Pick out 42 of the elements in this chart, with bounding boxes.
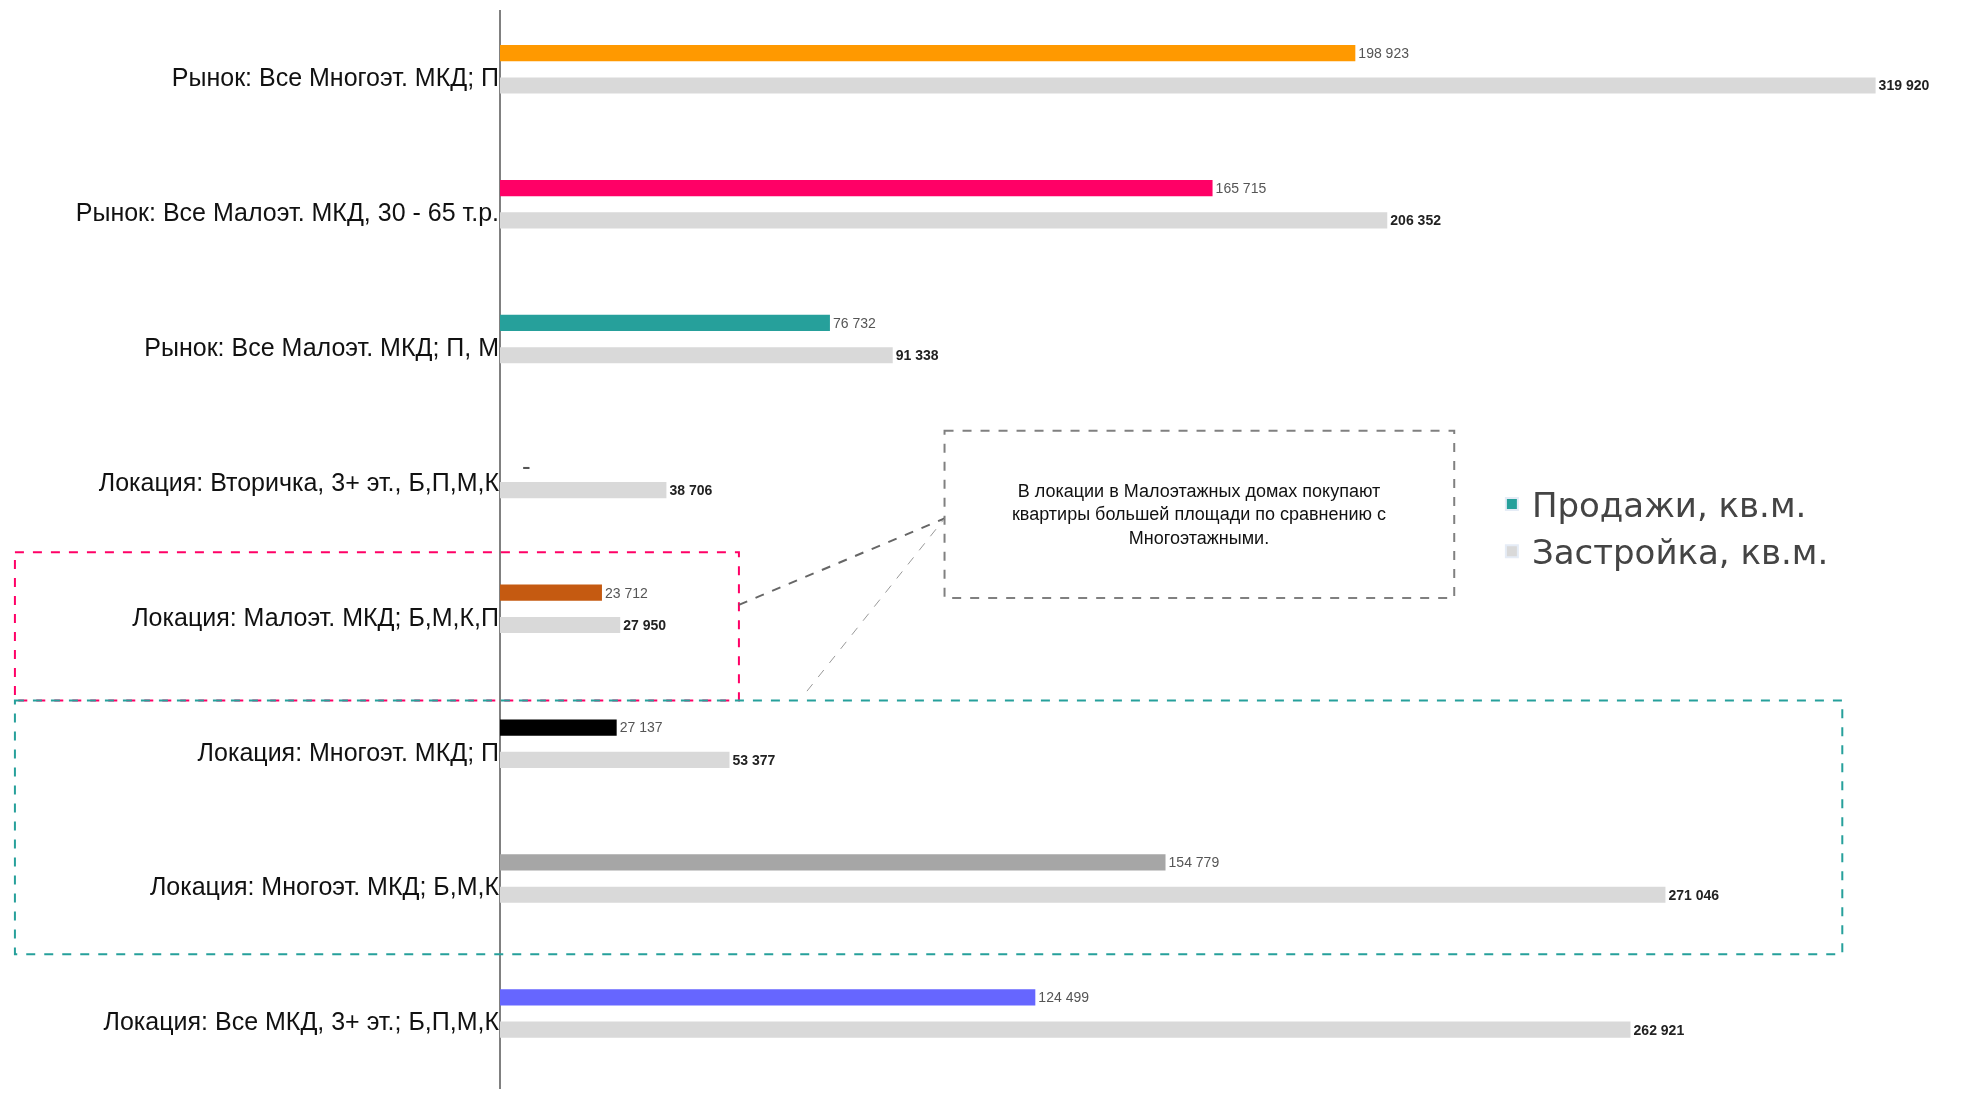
y-tick-label: Локация: Многоэт. МКД; П xyxy=(197,737,499,766)
data-label: 124 499 xyxy=(1038,989,1090,1006)
data-label: 271 046 xyxy=(1668,886,1720,903)
data-label: 27 950 xyxy=(623,616,667,633)
data-label: 262 921 xyxy=(1633,1021,1685,1038)
data-label: 38 706 xyxy=(669,482,713,499)
y-tick-label: Локация: Все МКД, 3+ эт.; Б,П,М,К xyxy=(103,1007,500,1036)
data-label: 23 712 xyxy=(604,584,649,601)
bar xyxy=(500,719,617,736)
bar xyxy=(500,584,602,601)
bar xyxy=(500,482,667,499)
bar xyxy=(500,751,730,768)
data-label: 91 338 xyxy=(895,347,939,364)
data-label: 198 923 xyxy=(1358,45,1410,62)
bar xyxy=(500,179,1213,197)
data-label: 27 137 xyxy=(619,719,663,736)
legend-label: Продажи, кв.м. xyxy=(1531,485,1807,526)
bar xyxy=(500,854,1166,871)
y-tick-label: Локация: Малоэт. МКД; Б,М,К,П xyxy=(132,602,499,631)
bar xyxy=(500,45,1356,62)
text: - xyxy=(522,451,531,481)
legend-label: Застройка, кв.м. xyxy=(1531,532,1829,573)
data-label: 53 377 xyxy=(732,751,776,768)
data-label: 154 779 xyxy=(1168,854,1220,871)
bar xyxy=(500,314,830,331)
bar xyxy=(500,347,893,364)
y-tick-label: Рынок: Все Малоэт. МКД; П, М xyxy=(144,332,499,361)
data-label: 319 920 xyxy=(1878,77,1930,94)
bar xyxy=(500,212,1388,229)
bar xyxy=(500,989,1036,1006)
data-label: 76 732 xyxy=(832,314,877,331)
y-tick-label: Рынок: Все Малоэт. МКД, 30 - 65 т.р. xyxy=(75,198,499,227)
annotation: В локации в Малоэтажных домах покупают квартиры большей площади по сравнению с Многоэтажными. xyxy=(1011,481,1387,548)
bar xyxy=(500,616,621,634)
y-tick-label: Рынок: Все Многоэт. МКД; П xyxy=(171,63,499,92)
bar xyxy=(500,1021,1631,1038)
y-tick-label: Локация: Многоэт. МКД; Б,М,К xyxy=(149,872,500,901)
data-label: 206 352 xyxy=(1390,212,1442,229)
y-tick-label: Локация: Вторичка, 3+ эт., Б,П,М,К xyxy=(98,467,500,496)
data-label: 165 715 xyxy=(1215,179,1267,196)
bar xyxy=(500,77,1876,94)
bar xyxy=(500,886,1666,903)
